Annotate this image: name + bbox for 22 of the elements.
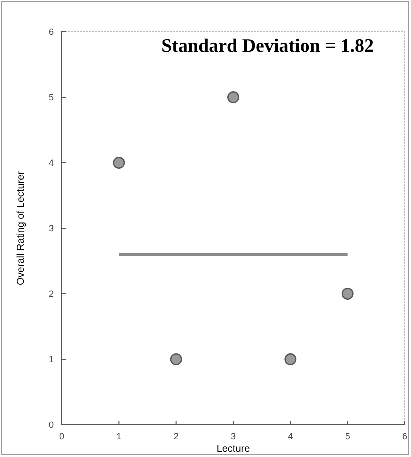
point [228, 92, 240, 104]
y-tick-label: 0 [48, 420, 54, 430]
x-tick-label: 1 [116, 431, 122, 442]
point [113, 157, 126, 169]
x-tick-label: 3 [230, 431, 236, 442]
point [342, 288, 354, 300]
point [170, 354, 182, 366]
y-tick-label: 3 [48, 223, 54, 234]
x-tick-label: 5 [345, 431, 350, 442]
x-tick-label: 6 [402, 431, 408, 442]
y-axis-title: Overall Rating of Lecturer [16, 170, 27, 286]
point [284, 354, 297, 366]
x-axis-title: Lecture [216, 444, 251, 455]
y-tick-label: 6 [48, 26, 54, 37]
y-tick-label: 4 [48, 158, 54, 168]
x-tick-label: 2 [174, 431, 179, 442]
chart-title: Standard Deviation = 1.82 [162, 36, 374, 57]
y-tick-label: 5 [48, 92, 54, 102]
x-tick-label: 4 [288, 431, 294, 442]
y-tick-label: 2 [48, 288, 54, 299]
x-tick-label: 0 [59, 431, 65, 442]
y-tick-label: 1 [48, 354, 54, 364]
